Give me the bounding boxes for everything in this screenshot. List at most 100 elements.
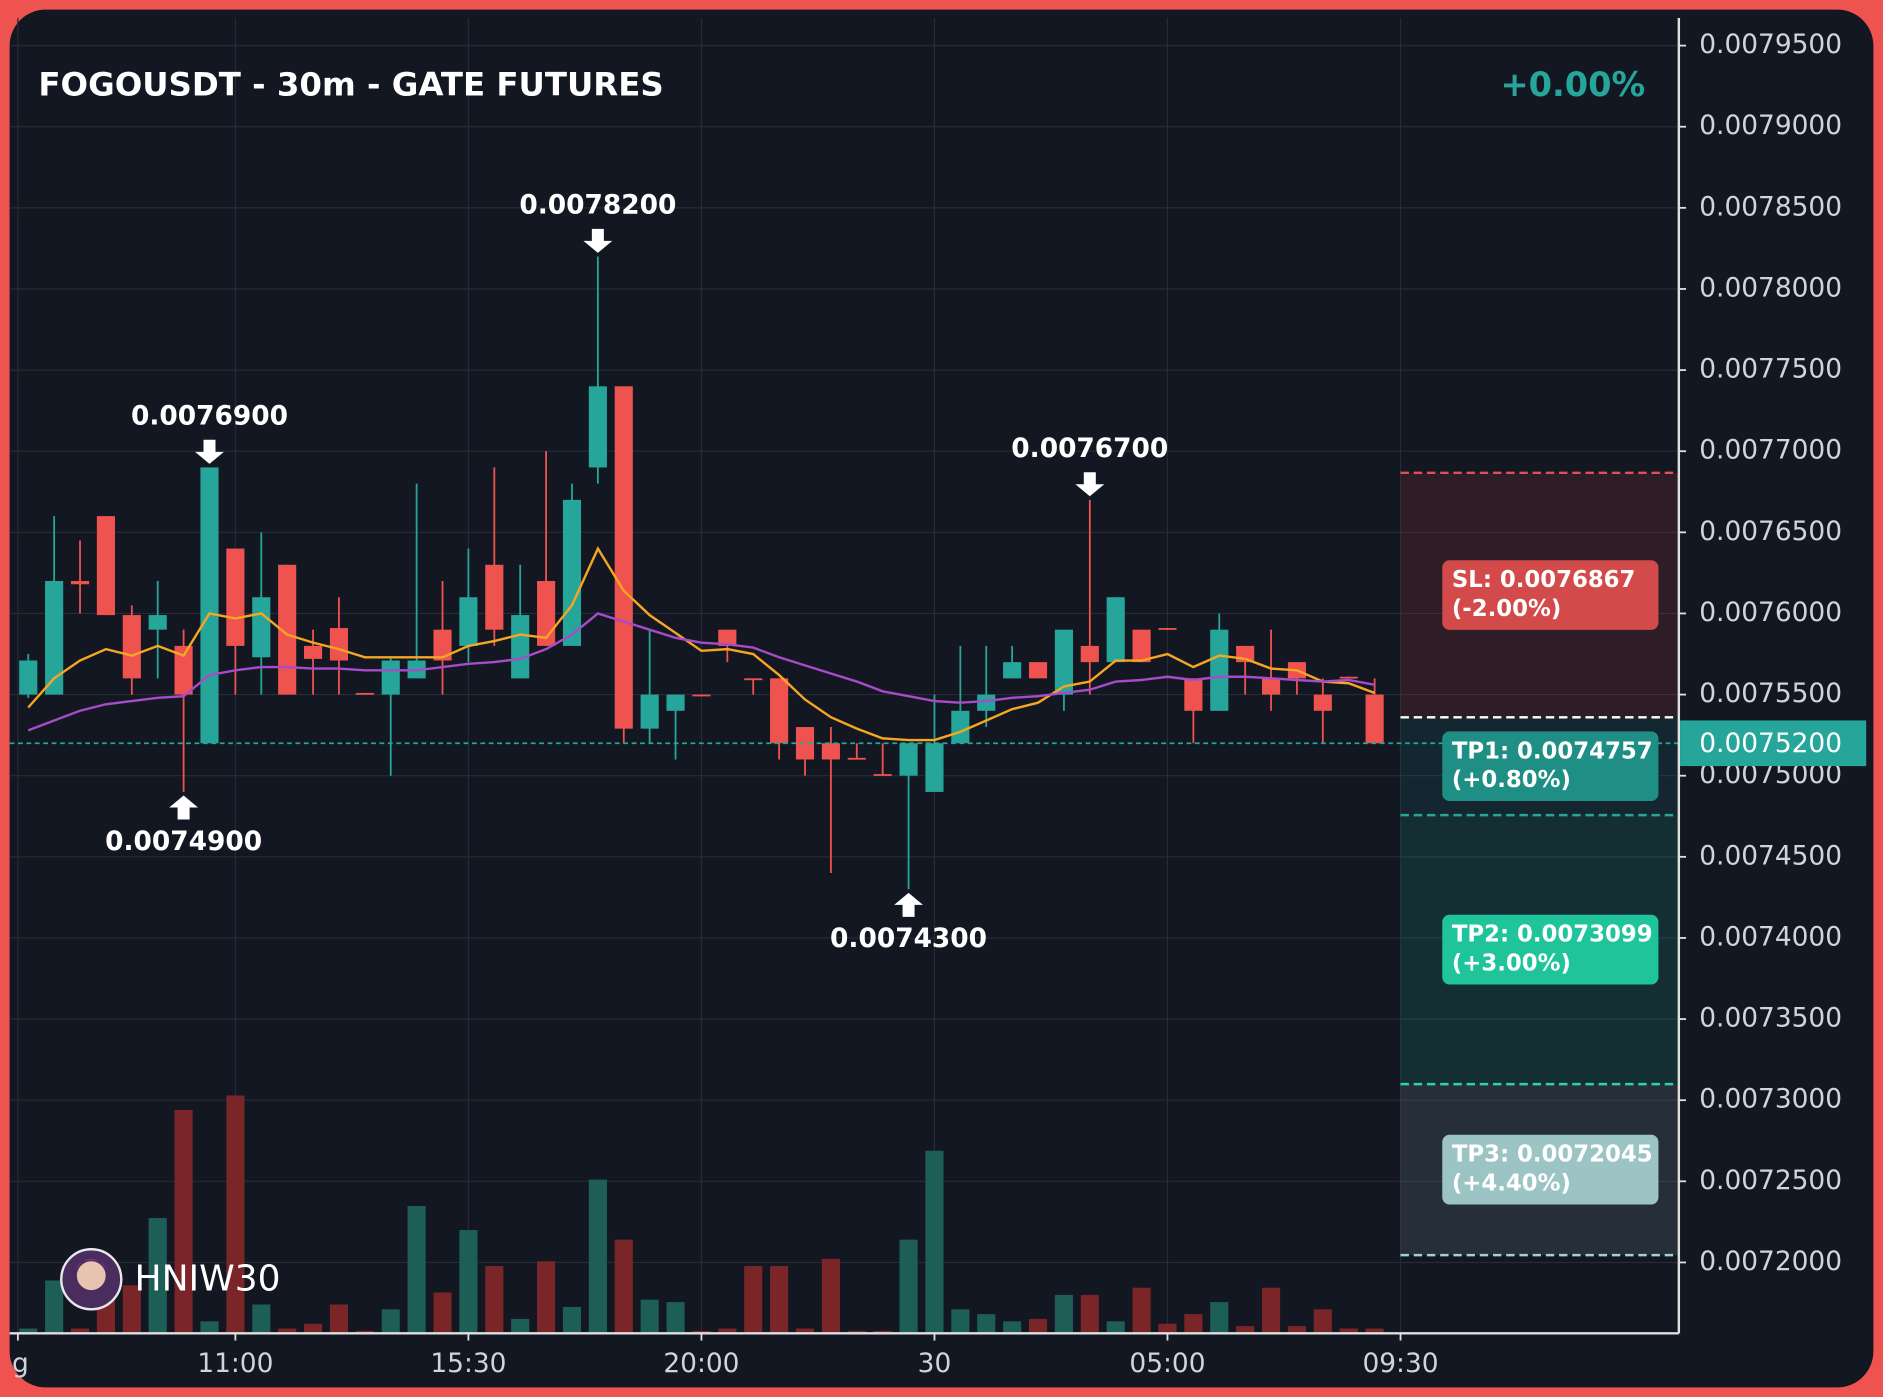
candle-body bbox=[148, 615, 167, 630]
volume-bar bbox=[19, 1328, 38, 1334]
level-box bbox=[1442, 914, 1659, 985]
last-price-label: 0.0075200 bbox=[1699, 728, 1842, 759]
volume-bar bbox=[1158, 1323, 1177, 1334]
candle-body bbox=[329, 628, 349, 661]
avatar-face bbox=[76, 1261, 106, 1291]
candle-body bbox=[355, 692, 374, 695]
y-tick-label: 0.0077000 bbox=[1699, 435, 1842, 466]
volume-bar bbox=[951, 1309, 970, 1334]
level-change: (+0.80%) bbox=[1452, 767, 1571, 793]
candle-body bbox=[278, 564, 297, 695]
y-tick-label: 0.0078500 bbox=[1699, 191, 1842, 222]
candle-body bbox=[770, 678, 789, 744]
y-tick-label: 0.0074000 bbox=[1699, 921, 1842, 952]
candle-body bbox=[1080, 645, 1099, 663]
y-tick-label: 0.0077500 bbox=[1699, 354, 1842, 385]
volume-bar bbox=[278, 1328, 297, 1334]
candle-body bbox=[562, 499, 582, 646]
candle-body bbox=[1003, 662, 1022, 679]
volume-bar bbox=[485, 1266, 504, 1334]
volume-bar bbox=[562, 1306, 582, 1334]
volume-bar bbox=[252, 1304, 271, 1334]
y-tick-label: 0.0076500 bbox=[1699, 516, 1842, 547]
annotation-label: 0.0078200 bbox=[519, 190, 676, 221]
volume-bar bbox=[821, 1258, 840, 1334]
volume-bar bbox=[537, 1261, 556, 1334]
candle-body bbox=[433, 629, 452, 661]
candle-body bbox=[537, 581, 556, 646]
candle-body bbox=[96, 516, 115, 616]
annotation-label: 0.0076900 bbox=[131, 400, 288, 431]
x-tick-label: 30 bbox=[918, 1348, 952, 1379]
volume-bar bbox=[1184, 1314, 1203, 1334]
annotation-label: 0.0074900 bbox=[105, 826, 262, 857]
volume-bar bbox=[381, 1309, 400, 1334]
volume-bar bbox=[640, 1299, 659, 1334]
candle-body bbox=[252, 597, 271, 658]
volume-bar bbox=[1028, 1318, 1048, 1334]
candle-body bbox=[1158, 628, 1177, 630]
candle-body bbox=[174, 645, 193, 695]
level-label: SL: 0.0076867 bbox=[1452, 567, 1636, 593]
volume-bar bbox=[588, 1179, 607, 1334]
volume-bar bbox=[1132, 1287, 1151, 1334]
volume-bar bbox=[1236, 1326, 1255, 1334]
volume-bar bbox=[45, 1280, 64, 1334]
volume-bar bbox=[148, 1218, 167, 1334]
candle-body bbox=[977, 694, 996, 711]
x-tick-label: 09:30 bbox=[1362, 1348, 1438, 1379]
candle-body bbox=[1261, 678, 1281, 695]
candle-body bbox=[847, 757, 866, 760]
watermark: HNIW30 bbox=[135, 1258, 281, 1299]
candle-body bbox=[1184, 678, 1203, 711]
y-tick-label: 0.0076000 bbox=[1699, 597, 1842, 628]
annotation-label: 0.0074300 bbox=[830, 923, 987, 954]
candle-body bbox=[226, 548, 245, 646]
last-price-box bbox=[1680, 720, 1867, 767]
volume-bar bbox=[1365, 1328, 1384, 1334]
volume-bar bbox=[744, 1266, 763, 1334]
y-tick-label: 0.0074500 bbox=[1699, 840, 1842, 871]
volume-bar bbox=[1261, 1287, 1281, 1334]
candle-body bbox=[951, 710, 970, 744]
level-box bbox=[1442, 1134, 1659, 1205]
y-tick-label: 0.0079000 bbox=[1699, 110, 1842, 141]
candle-body bbox=[1054, 629, 1073, 695]
annotation-arrow bbox=[583, 228, 613, 253]
volume-bar bbox=[433, 1292, 452, 1334]
candle-body bbox=[45, 581, 64, 695]
candle-body bbox=[718, 629, 737, 646]
candle-body bbox=[1313, 694, 1332, 711]
level-box bbox=[1442, 560, 1659, 630]
volume-bar bbox=[1054, 1294, 1073, 1334]
candle-body bbox=[1365, 694, 1384, 744]
volume-bar bbox=[899, 1239, 918, 1334]
volume-bar bbox=[666, 1302, 685, 1334]
volume-bar bbox=[718, 1328, 737, 1334]
candle-body bbox=[640, 694, 659, 729]
level-label: TP1: 0.0074757 bbox=[1452, 738, 1653, 764]
annotation-arrow bbox=[195, 439, 224, 464]
x-tick-label: 15:30 bbox=[430, 1348, 506, 1379]
candle-body bbox=[19, 660, 38, 695]
volume-bar bbox=[1210, 1302, 1229, 1334]
chart-title: FOGOUSDT - 30m - GATE FUTURES bbox=[38, 65, 663, 103]
volume-bar bbox=[1339, 1328, 1358, 1334]
avatar-hair bbox=[74, 1258, 109, 1271]
y-tick-label: 0.0073500 bbox=[1699, 1003, 1842, 1034]
x-tick-label: g bbox=[12, 1348, 29, 1379]
candle-body bbox=[1132, 629, 1151, 663]
candle-body bbox=[614, 386, 633, 729]
candle-body bbox=[1339, 676, 1358, 679]
candle-body bbox=[795, 727, 815, 760]
candle-body bbox=[303, 645, 323, 659]
candle-body bbox=[381, 660, 400, 695]
level-change: (+4.40%) bbox=[1452, 1171, 1571, 1197]
candle-body bbox=[1106, 597, 1125, 663]
ma-line bbox=[27, 612, 1375, 732]
candle-body bbox=[873, 774, 892, 776]
volume-bar bbox=[977, 1314, 996, 1334]
candle-body bbox=[666, 694, 685, 711]
volume-bar bbox=[1313, 1309, 1332, 1334]
